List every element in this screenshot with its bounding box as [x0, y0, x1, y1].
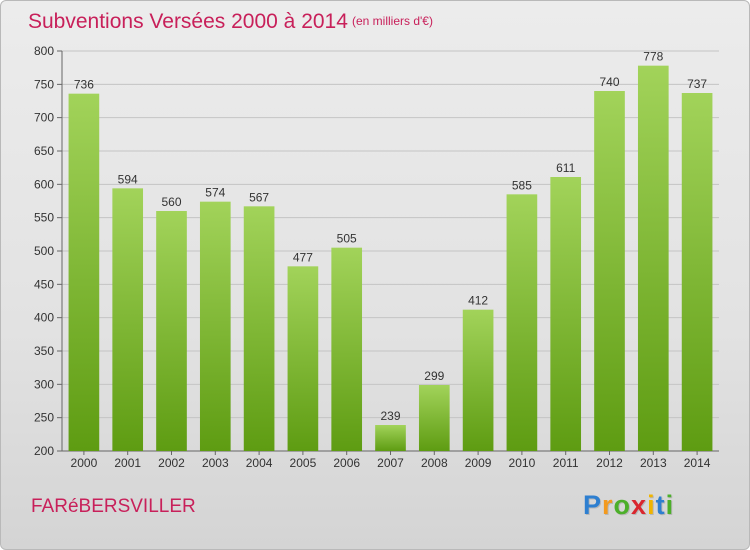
- x-tick-label: 2008: [421, 456, 448, 470]
- x-tick-label: 2010: [509, 456, 536, 470]
- y-tick-label: 350: [34, 344, 54, 358]
- x-tick-label: 2007: [377, 456, 404, 470]
- proxiti-logo: Proxiti: [583, 490, 674, 521]
- x-tick-label: 2013: [640, 456, 667, 470]
- logo-letter: t: [655, 490, 666, 520]
- bar-2000: [68, 93, 100, 452]
- bar-2012: [594, 91, 625, 451]
- data-labels: 736 594 560 574 567 477 505 239 299 412 585 611 740 7…: [74, 50, 708, 423]
- chart-subtitle: (en milliers d'€): [352, 14, 433, 28]
- bar-2008: [418, 385, 450, 451]
- y-tick-label: 300: [34, 377, 54, 391]
- bar-2009: [462, 309, 494, 451]
- y-tick-label: 500: [34, 244, 54, 258]
- data-label: 736: [74, 78, 94, 92]
- y-tick-label: 200: [34, 444, 54, 458]
- data-label: 239: [380, 409, 400, 423]
- data-label: 299: [424, 369, 444, 383]
- y-tick-label: 250: [34, 411, 54, 425]
- data-label: 412: [468, 294, 488, 308]
- bar-2003: [199, 201, 231, 451]
- bars: [68, 65, 713, 452]
- x-tick-label: 2003: [202, 456, 229, 470]
- bar-2013: [637, 65, 669, 452]
- y-tick-label: 400: [34, 311, 54, 325]
- x-tick-label: 2005: [290, 456, 317, 470]
- x-tick-label: 2001: [114, 456, 141, 470]
- chart-title: Subventions Versées 2000 à 2014: [28, 10, 348, 33]
- axes: 200 250 300 350 400 450 500 550 600 650 700 750 800 2…: [34, 44, 719, 470]
- data-label: 585: [512, 178, 532, 192]
- data-label: 574: [205, 186, 225, 200]
- x-tick-label: 2004: [246, 456, 273, 470]
- x-tick-label: 2012: [596, 456, 623, 470]
- bar-2014: [681, 93, 713, 451]
- data-label: 611: [556, 161, 575, 175]
- bar-2011: [550, 177, 582, 451]
- x-tick-label: 2011: [553, 456, 579, 470]
- x-tick-label: 2006: [333, 456, 360, 470]
- y-tick-label: 700: [34, 111, 54, 125]
- bar-2001: [112, 188, 144, 452]
- x-tick-label: 2009: [465, 456, 492, 470]
- logo-letter: x: [631, 490, 648, 520]
- bar-2007: [375, 425, 406, 451]
- x-tick-label: 2002: [158, 456, 185, 470]
- logo-letter: i: [665, 490, 675, 520]
- x-tick-label: 2000: [71, 456, 98, 470]
- x-tick-label: 2014: [684, 456, 711, 470]
- bar-2010: [506, 194, 538, 452]
- bar-2006: [331, 247, 363, 451]
- y-tick-label: 650: [34, 144, 54, 158]
- y-tick-label: 750: [34, 77, 54, 91]
- y-tick-label: 800: [34, 44, 54, 58]
- logo-letter: P: [583, 490, 603, 520]
- data-label: 778: [643, 50, 663, 64]
- y-tick-label: 450: [34, 277, 54, 291]
- bar-2004: [243, 206, 275, 451]
- commune-name: FARéBERSVILLER: [31, 496, 196, 517]
- data-label: 567: [249, 190, 269, 204]
- bar-2005: [287, 266, 319, 451]
- y-tick-label: 600: [34, 177, 54, 191]
- data-label: 594: [118, 172, 138, 186]
- logo-letter: r: [602, 490, 614, 520]
- data-label: 505: [337, 232, 357, 246]
- data-label: 560: [161, 195, 181, 209]
- logo-letter: i: [647, 490, 656, 520]
- bar-2002: [156, 211, 187, 451]
- data-label: 737: [687, 77, 707, 91]
- logo-letter: o: [613, 490, 632, 520]
- data-label: 740: [599, 75, 619, 89]
- y-tick-label: 550: [34, 211, 54, 225]
- data-label: 477: [293, 250, 313, 264]
